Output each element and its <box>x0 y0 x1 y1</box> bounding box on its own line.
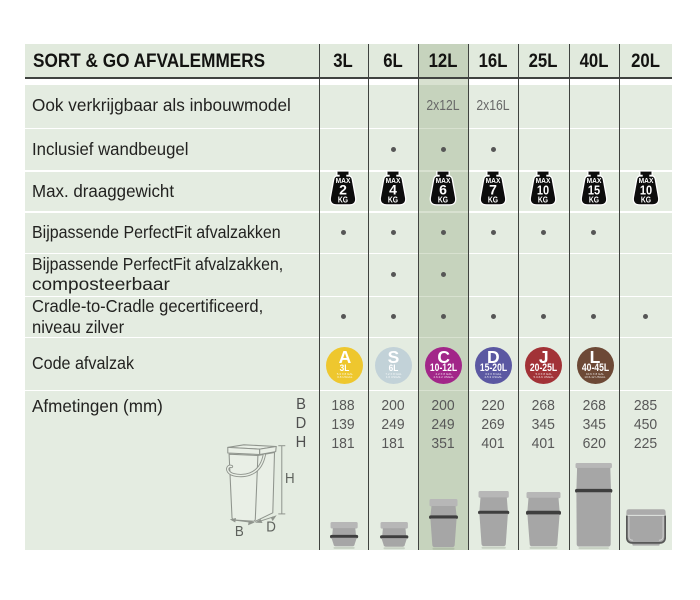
svg-text:MAX: MAX <box>586 178 601 185</box>
svg-text:MAX: MAX <box>436 178 451 185</box>
svg-text:KG: KG <box>438 195 448 205</box>
svg-text:MAX: MAX <box>536 178 551 185</box>
svg-text:B: B <box>235 522 244 539</box>
svg-text:MAX: MAX <box>386 178 401 185</box>
svg-text:10: 10 <box>639 183 652 198</box>
svg-text:MAX: MAX <box>638 178 653 185</box>
svg-text:4: 4 <box>389 182 397 198</box>
svg-text:MAX: MAX <box>486 178 501 185</box>
svg-text:KG: KG <box>640 195 650 205</box>
svg-text:KG: KG <box>338 195 348 205</box>
svg-text:2: 2 <box>339 182 347 198</box>
svg-text:KG: KG <box>538 195 548 205</box>
svg-text:KG: KG <box>589 195 599 205</box>
svg-text:10: 10 <box>537 183 550 198</box>
svg-text:KG: KG <box>388 195 398 205</box>
svg-text:D: D <box>266 518 276 535</box>
svg-text:6: 6 <box>439 182 447 198</box>
svg-text:15: 15 <box>588 183 601 198</box>
svg-text:H: H <box>285 469 295 486</box>
svg-text:7: 7 <box>489 182 497 198</box>
svg-text:MAX: MAX <box>336 178 351 185</box>
svg-text:KG: KG <box>488 195 498 205</box>
